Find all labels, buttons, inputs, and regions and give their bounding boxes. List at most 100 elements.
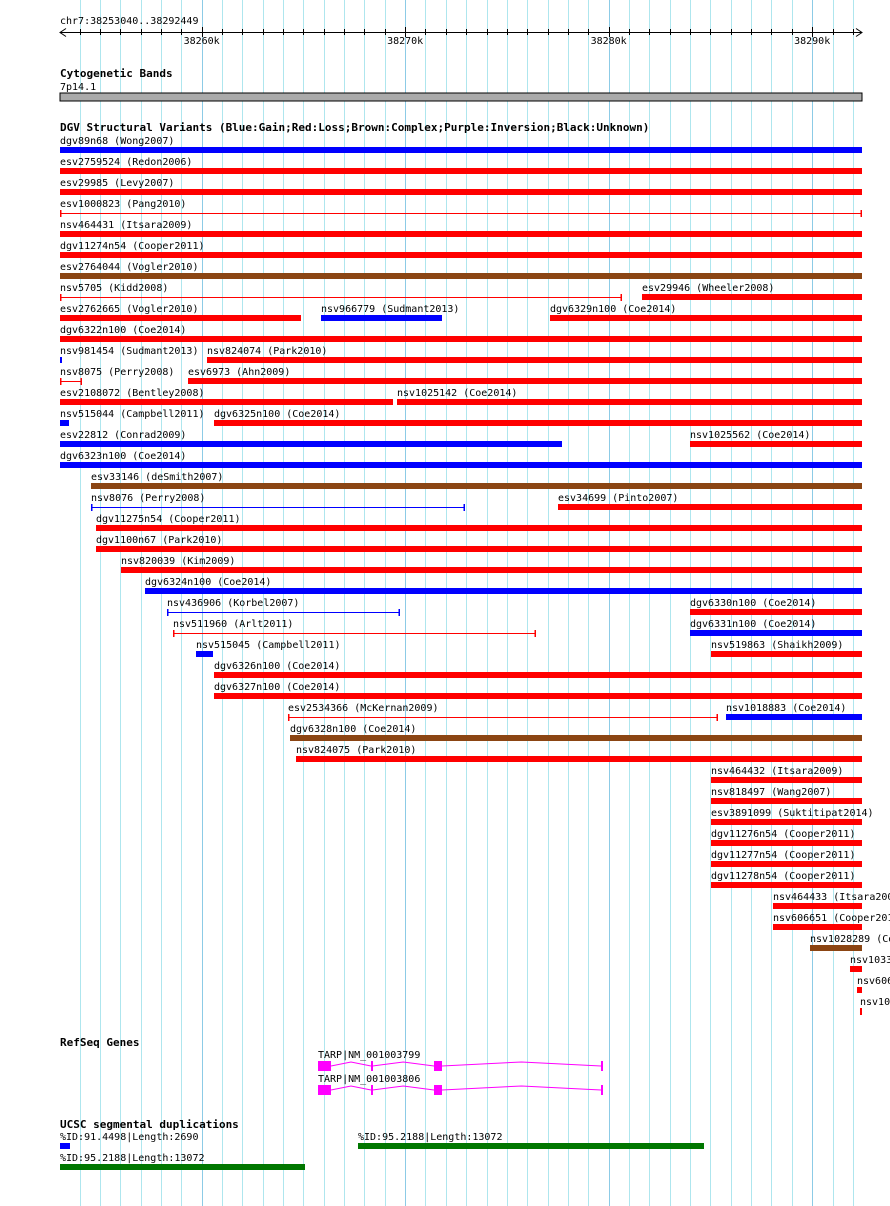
variant-bar[interactable] xyxy=(206,357,862,363)
cytoband-7p14-1[interactable] xyxy=(59,92,863,102)
structural-variant[interactable]: nsv820039 (Kim2009) xyxy=(120,556,863,573)
variant-bar[interactable] xyxy=(188,378,862,384)
variant-bar[interactable] xyxy=(710,840,862,846)
structural-variant[interactable]: nsv5705 (Kidd2008) xyxy=(60,283,623,301)
variant-bar[interactable] xyxy=(710,651,862,657)
structural-variant[interactable]: esv22812 (Conrad2009) xyxy=(60,430,562,447)
variant-bar[interactable] xyxy=(772,924,862,930)
segdup-bar[interactable] xyxy=(357,1143,704,1149)
structural-variant[interactable]: dgv6323n100 (Coe2014) xyxy=(60,451,862,468)
structural-variant[interactable]: dgv11274n54 (Cooper2011) xyxy=(60,241,862,258)
segmental-duplication[interactable]: %ID:95.2188|Length:13072 xyxy=(60,1153,306,1170)
ruler[interactable]: 38260k 38270k 38280k 38290k xyxy=(59,27,863,47)
structural-variant[interactable]: esv2764044 (Vogler2010) xyxy=(60,262,862,279)
structural-variant[interactable]: esv2759524 (Redon2006) xyxy=(60,157,862,174)
structural-variant[interactable]: nsv1025562 (Coe2014) xyxy=(689,430,862,447)
structural-variant[interactable]: dgv1100n67 (Park2010) xyxy=(96,535,862,552)
arrow-left-icon[interactable] xyxy=(59,28,67,37)
structural-variant[interactable]: dgv6325n100 (Coe2014) xyxy=(213,409,863,426)
structural-variant[interactable]: nsv511960 (Arlt2011) xyxy=(173,619,537,637)
variant-bar[interactable] xyxy=(550,315,862,321)
variant-bar[interactable] xyxy=(772,903,862,909)
variant-bar[interactable] xyxy=(213,672,863,678)
variant-bar[interactable] xyxy=(60,231,862,237)
gene-model[interactable]: TARP|NM_001003799 xyxy=(318,1050,604,1071)
structural-variant[interactable]: dgv89n68 (Wong2007) xyxy=(60,136,862,153)
structural-variant[interactable]: nsv606651 (Cooper201 xyxy=(772,913,890,930)
variant-bar[interactable] xyxy=(60,147,862,153)
variant-bar[interactable] xyxy=(213,420,863,426)
variant-bar[interactable] xyxy=(196,651,213,657)
exon[interactable] xyxy=(434,1085,443,1095)
variant-bar[interactable] xyxy=(60,420,69,426)
variant-bar[interactable] xyxy=(689,609,862,615)
structural-variant[interactable]: nsv981454 (Sudmant2013) xyxy=(60,346,198,363)
structural-variant[interactable]: nsv10 xyxy=(859,997,890,1015)
structural-variant[interactable]: dgv6329n100 (Coe2014) xyxy=(550,304,862,321)
structural-variant[interactable]: dgv11277n54 (Cooper2011) xyxy=(710,850,862,867)
segdup-bar[interactable] xyxy=(60,1164,306,1170)
structural-variant[interactable]: nsv606 xyxy=(856,976,890,993)
structural-variant[interactable]: nsv1033 xyxy=(849,955,890,972)
structural-variant[interactable]: esv3891099 (Suktitipat2014) xyxy=(710,808,874,825)
variant-bar[interactable] xyxy=(320,315,443,321)
structural-variant[interactable]: dgv6326n100 (Coe2014) xyxy=(213,661,863,678)
variant-bar[interactable] xyxy=(710,861,862,867)
variant-bar[interactable] xyxy=(849,966,862,972)
structural-variant[interactable]: nsv464433 (Itsara200 xyxy=(772,892,890,909)
structural-variant[interactable]: nsv818497 (Wang2007) xyxy=(710,787,862,804)
variant-bar[interactable] xyxy=(60,252,862,258)
structural-variant[interactable]: nsv1028289 (Co xyxy=(810,934,890,951)
structural-variant[interactable]: dgv11276n54 (Cooper2011) xyxy=(710,829,862,846)
structural-variant[interactable]: esv2534366 (McKernan2009) xyxy=(287,703,718,721)
structural-variant[interactable]: esv1000823 (Pang2010) xyxy=(60,199,862,217)
variant-bar[interactable] xyxy=(60,315,301,321)
variant-bar[interactable] xyxy=(60,399,393,405)
structural-variant[interactable]: dgv6322n100 (Coe2014) xyxy=(60,325,862,342)
structural-variant[interactable]: nsv519863 (Shaikh2009) xyxy=(710,640,862,657)
segmental-duplication[interactable]: %ID:91.4498|Length:2690 xyxy=(60,1132,198,1149)
variant-bar[interactable] xyxy=(60,273,862,279)
variant-bar[interactable] xyxy=(60,189,862,195)
structural-variant[interactable]: nsv464431 (Itsara2009) xyxy=(60,220,862,237)
structural-variant[interactable]: nsv8076 (Perry2008) xyxy=(90,493,465,511)
structural-variant[interactable]: nsv515044 (Campbell2011) xyxy=(60,409,205,426)
variant-bar[interactable] xyxy=(60,168,862,174)
structural-variant[interactable]: dgv6330n100 (Coe2014) xyxy=(689,598,862,615)
variant-bar[interactable] xyxy=(120,567,863,573)
structural-variant[interactable]: nsv464432 (Itsara2009) xyxy=(710,766,862,783)
exon[interactable] xyxy=(434,1061,443,1071)
segdup-bar[interactable] xyxy=(60,1143,70,1149)
structural-variant[interactable]: dgv6324n100 (Coe2014) xyxy=(145,577,863,594)
exon[interactable] xyxy=(318,1085,331,1095)
exon[interactable] xyxy=(601,1085,604,1095)
variant-bar[interactable] xyxy=(689,630,862,636)
gene-model[interactable]: TARP|NM_001003806 xyxy=(318,1074,604,1095)
variant-bar[interactable] xyxy=(96,525,862,531)
structural-variant[interactable]: dgv6331n100 (Coe2014) xyxy=(689,619,862,636)
structural-variant[interactable]: esv2108072 (Bentley2008) xyxy=(60,388,393,405)
variant-bar[interactable] xyxy=(558,504,862,510)
segmental-duplication[interactable]: %ID:95.2188|Length:13072 xyxy=(357,1132,704,1149)
structural-variant[interactable]: nsv824075 (Park2010) xyxy=(296,745,863,762)
variant-bar[interactable] xyxy=(60,462,862,468)
variant-bar[interactable] xyxy=(710,798,862,804)
structural-variant[interactable]: esv29946 (Wheeler2008) xyxy=(641,283,862,300)
variant-bar[interactable] xyxy=(60,336,862,342)
variant-bar[interactable] xyxy=(710,882,862,888)
structural-variant[interactable]: dgv6328n100 (Coe2014) xyxy=(290,724,862,741)
structural-variant[interactable]: esv34699 (Pinto2007) xyxy=(558,493,862,510)
variant-bar[interactable] xyxy=(96,546,862,552)
structural-variant[interactable]: nsv1025142 (Coe2014) xyxy=(397,388,862,405)
variant-bar[interactable] xyxy=(90,483,863,489)
variant-bar[interactable] xyxy=(710,777,862,783)
variant-bar[interactable] xyxy=(213,693,863,699)
structural-variant[interactable]: esv29985 (Levy2007) xyxy=(60,178,862,195)
structural-variant[interactable]: nsv966779 (Sudmant2013) xyxy=(320,304,459,321)
structural-variant[interactable]: nsv824074 (Park2010) xyxy=(206,346,862,363)
structural-variant[interactable]: dgv11275n54 (Cooper2011) xyxy=(96,514,862,531)
exon[interactable] xyxy=(370,1085,373,1095)
variant-bar[interactable] xyxy=(60,357,62,363)
variant-bar[interactable] xyxy=(810,945,862,951)
variant-bar[interactable] xyxy=(290,735,862,741)
